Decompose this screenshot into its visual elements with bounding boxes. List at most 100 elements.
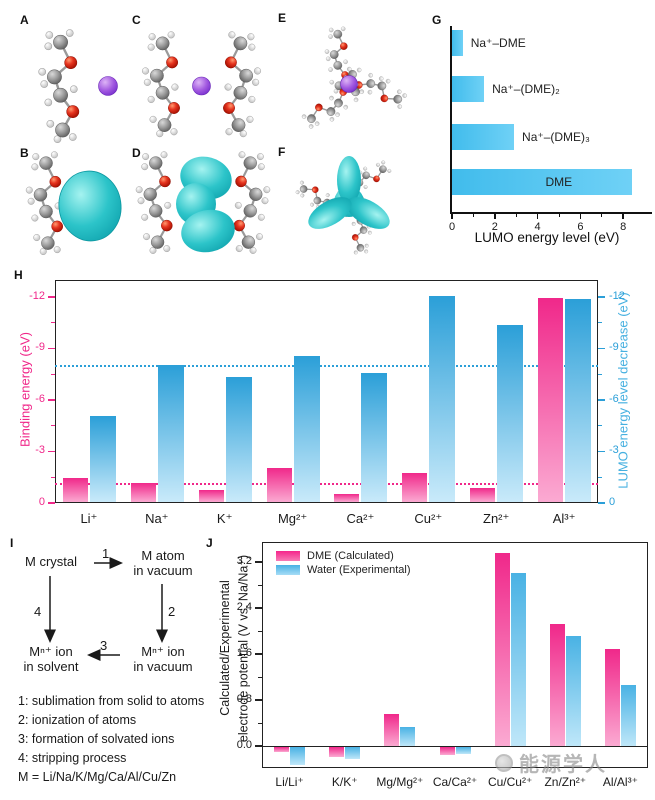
h-reference-line-pink [55, 483, 598, 486]
j-category-label: Mg/Mg²⁺ [376, 775, 424, 789]
lumo-isosurface [308, 156, 390, 229]
j-bar-water [620, 685, 636, 746]
legend-swatch-water [276, 565, 300, 575]
lumo-isosurface [176, 156, 235, 253]
molecule-model-dme3-lumo [291, 155, 394, 255]
j-plot-border [262, 542, 648, 768]
g-x-tick [451, 214, 453, 219]
panel-label-d: D [132, 146, 141, 160]
j-bar-dme [494, 552, 510, 746]
j-category-label: Al/Al³⁺ [602, 775, 638, 789]
sodium-ion [192, 76, 211, 96]
h-category-label: Li⁺ [80, 511, 98, 526]
h-binding-bar [130, 483, 156, 502]
h-lumo-bar [361, 373, 388, 502]
h-left-minor-tick [51, 476, 55, 478]
h-right-minor-tick [598, 373, 602, 375]
node-m-atom: M atom in vacuum [122, 548, 204, 578]
g-bar-2 [452, 76, 485, 102]
g-x-tick-label: 8 [620, 221, 627, 233]
j-zero-line [262, 746, 648, 748]
watermark: 能源学人 [495, 748, 607, 777]
legend-label-dme: DME (Calculated) [307, 550, 394, 562]
g-x-minor-tick [601, 214, 603, 217]
h-right-minor-tick [598, 476, 602, 478]
j-bar-water [345, 747, 361, 760]
h-binding-bar [538, 297, 564, 502]
h-left-minor-tick [51, 373, 55, 375]
j-bar-dme [329, 747, 345, 758]
g-x-tick-label: 0 [448, 221, 456, 233]
h-binding-bar [266, 467, 292, 502]
molecule-model-dme2-lumo [134, 150, 272, 255]
arrow-1-label: 1 [102, 546, 110, 561]
j-category-label: K/K⁺ [331, 775, 358, 789]
note-2: 2: ionization of atoms [18, 713, 137, 727]
h-right-tick [598, 502, 605, 504]
note-m-legend: M = Li/Na/K/Mg/Ca/Al/Cu/Zn [18, 770, 177, 784]
panel-label-e: E [278, 11, 287, 25]
node-m-crystal: M crystal [25, 554, 77, 569]
j-bar-dme [274, 747, 290, 753]
h-left-tick [48, 450, 55, 453]
h-right-tick-label: -3 [609, 444, 619, 457]
h-lumo-bar [89, 416, 116, 502]
g-bar-3 [452, 124, 515, 150]
g-bar-label: Na⁺–(DME)₃ [522, 130, 590, 144]
arrow-2-label: 2 [168, 604, 176, 619]
j-category-label: Ca/Ca²⁺ [432, 775, 478, 789]
watermark-logo-icon [495, 753, 513, 772]
j-bar-water [400, 727, 416, 746]
h-category-label: K⁺ [216, 511, 233, 526]
chart-electrode-potential: Calculated/Experimental electrode potent… [218, 542, 648, 789]
h-binding-bar [198, 489, 224, 502]
panel-label-f: F [278, 145, 286, 159]
g-x-tick [579, 214, 582, 219]
h-right-minor-tick [598, 425, 602, 427]
j-left-tick-label: 3.2 [236, 555, 252, 567]
h-right-minor-tick [598, 322, 602, 324]
h-left-tick [48, 502, 55, 504]
panel-label-j: J [206, 536, 213, 550]
panel-label-g: G [432, 13, 442, 27]
j-bar-water [290, 747, 306, 765]
legend-entry-water: Water (Experimental) [276, 564, 411, 576]
node-ion-solvent-line1: Mⁿ⁺ ion [29, 644, 73, 659]
node-m-atom-line2: in vacuum [133, 563, 193, 578]
h-right-tick [598, 450, 605, 453]
g-x-tick-label: 2 [491, 221, 498, 233]
note-1: 1: sublimation from solid to atoms [18, 694, 205, 708]
h-category-label: Mg²⁺ [277, 511, 308, 526]
panel-label-a: A [20, 13, 29, 27]
h-lumo-bar [293, 356, 320, 502]
g-x-axis-line [450, 212, 652, 214]
j-left-tick [255, 653, 262, 655]
dme-molecule [37, 28, 81, 144]
panel-label-c: C [132, 13, 141, 27]
h-right-tick-label: -12 [609, 289, 625, 302]
g-x-tick [494, 214, 496, 219]
dme-molecule [24, 150, 64, 256]
g-bar-1 [452, 30, 463, 56]
h-reference-line-blue [55, 364, 598, 367]
molecule-model-dme3-na [298, 25, 412, 135]
j-left-tick [255, 561, 262, 563]
diagram-arrows [44, 557, 168, 661]
g-x-minor-tick [472, 214, 474, 217]
h-left-tick-label: -12 [29, 289, 45, 302]
arrow-lines [44, 557, 168, 661]
node-ion-solvent-line2: in solvent [23, 659, 79, 674]
j-bar-dme [604, 648, 620, 746]
h-lumo-bar [565, 299, 592, 502]
h-category-label: Ca²⁺ [346, 511, 375, 526]
sodium-ion [98, 76, 118, 96]
j-left-tick-label: 2.4 [236, 601, 252, 613]
g-bar-4 [452, 169, 632, 195]
h-left-tick [48, 296, 55, 298]
g-x-tick [622, 214, 624, 219]
g-x-tick-label: 4 [534, 221, 541, 233]
h-right-tick [598, 399, 605, 401]
dme-molecule [222, 30, 262, 139]
j-bar-dme [384, 713, 400, 746]
legend-entry-dme: DME (Calculated) [276, 550, 394, 562]
